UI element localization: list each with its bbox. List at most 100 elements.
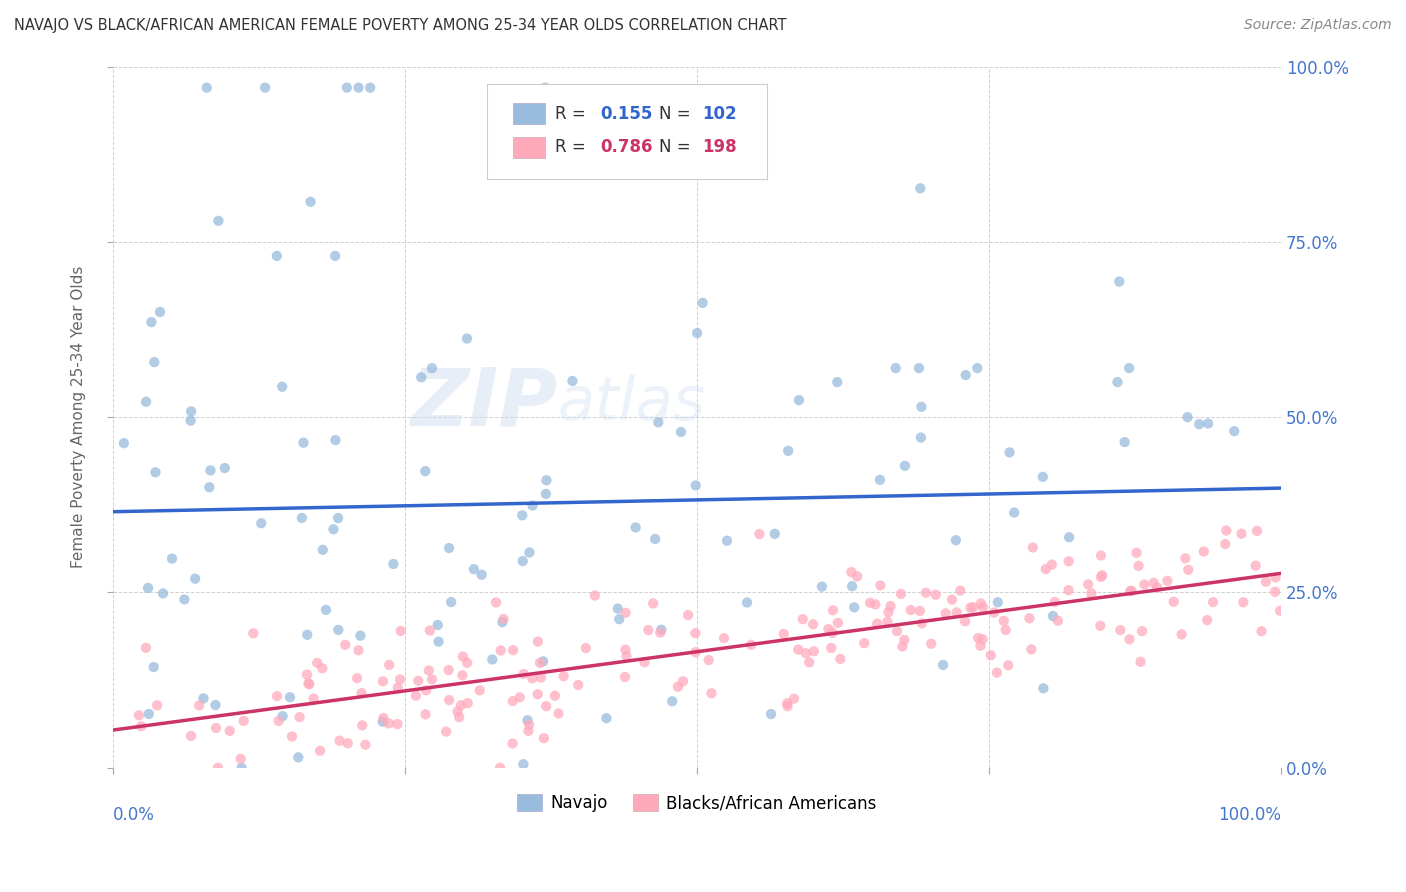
Point [650, 623, 672, 637]
Point [886, 624, 908, 639]
Point [387, 717, 409, 731]
Point [146, 698, 169, 713]
Point [676, 608, 699, 623]
Point [534, 80, 557, 95]
FancyBboxPatch shape [486, 84, 768, 178]
Point [1177, 563, 1199, 577]
Point [624, 520, 647, 534]
Point [713, 631, 735, 645]
Point [173, 592, 195, 607]
Point [519, 545, 541, 559]
Point [890, 587, 912, 601]
Point [141, 315, 163, 329]
Text: ZIP: ZIP [409, 364, 557, 442]
Point [1118, 632, 1140, 647]
Point [451, 649, 474, 664]
Point [311, 661, 333, 675]
Point [1250, 624, 1272, 639]
Point [152, 586, 174, 600]
Point [426, 618, 449, 632]
Point [633, 655, 655, 669]
Point [271, 380, 294, 394]
Point [1125, 546, 1147, 560]
Point [803, 644, 825, 658]
Point [326, 511, 349, 525]
Point [953, 615, 976, 629]
Point [354, 738, 377, 752]
Point [859, 596, 882, 610]
Point [481, 652, 503, 666]
Point [1040, 558, 1063, 572]
Point [437, 663, 460, 677]
Point [180, 414, 202, 428]
Point [325, 433, 347, 447]
Point [193, 691, 215, 706]
Point [998, 445, 1021, 459]
Point [299, 194, 322, 209]
Point [456, 656, 478, 670]
FancyBboxPatch shape [513, 136, 546, 158]
Point [281, 730, 304, 744]
Point [143, 355, 166, 369]
Point [994, 623, 1017, 637]
Point [1022, 541, 1045, 555]
Point [616, 648, 638, 663]
Point [315, 603, 337, 617]
Point [637, 623, 659, 637]
Point [740, 638, 762, 652]
Text: R =: R = [555, 138, 591, 156]
Point [373, 711, 395, 725]
Point [408, 673, 430, 688]
Text: 0.786: 0.786 [600, 138, 652, 156]
Point [527, 796, 550, 810]
Point [266, 249, 288, 263]
Point [614, 670, 637, 684]
Point [908, 361, 931, 376]
Point [821, 603, 844, 617]
Point [853, 636, 876, 650]
Point [692, 296, 714, 310]
Point [440, 595, 463, 609]
Point [371, 714, 394, 729]
Point [1156, 574, 1178, 588]
Text: 100.0%: 100.0% [1218, 806, 1281, 824]
Point [1213, 537, 1236, 551]
Point [932, 657, 955, 672]
Point [529, 656, 551, 670]
Point [1197, 613, 1219, 627]
Text: atlas: atlas [557, 374, 704, 433]
Point [910, 181, 932, 195]
Point [418, 664, 440, 678]
Point [295, 667, 318, 681]
Point [534, 487, 557, 501]
Point [1246, 524, 1268, 538]
Point [323, 249, 346, 263]
Point [1177, 410, 1199, 425]
Point [1090, 619, 1112, 633]
Point [844, 600, 866, 615]
Point [242, 626, 264, 640]
Point [450, 698, 472, 713]
Point [112, 436, 135, 450]
Point [1057, 530, 1080, 544]
Point [761, 796, 783, 810]
Point [1018, 611, 1040, 625]
Point [1035, 562, 1057, 576]
Point [606, 601, 628, 615]
Text: N =: N = [658, 138, 696, 156]
Point [502, 737, 524, 751]
Point [463, 562, 485, 576]
Point [451, 668, 474, 682]
Point [547, 706, 569, 721]
Point [1129, 655, 1152, 669]
Point [970, 597, 993, 611]
Point [180, 729, 202, 743]
Point [825, 375, 848, 389]
Point [288, 710, 311, 724]
Point [512, 757, 534, 772]
Point [533, 731, 555, 746]
Point [142, 660, 165, 674]
Point [180, 404, 202, 418]
Point [959, 600, 981, 615]
Point [993, 614, 1015, 628]
